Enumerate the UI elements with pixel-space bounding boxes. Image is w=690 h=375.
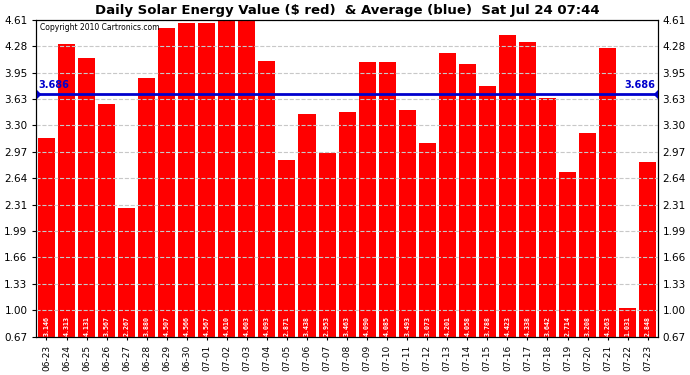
- Text: 3.686: 3.686: [39, 80, 69, 90]
- Bar: [98, 104, 115, 337]
- Bar: [579, 133, 596, 337]
- Text: 1.031: 1.031: [624, 316, 631, 336]
- Title: Daily Solar Energy Value ($ red)  & Average (blue)  Sat Jul 24 07:44: Daily Solar Energy Value ($ red) & Avera…: [95, 4, 600, 17]
- Text: 2.953: 2.953: [324, 316, 330, 336]
- Bar: [158, 28, 175, 337]
- Bar: [279, 160, 295, 337]
- Text: 4.090: 4.090: [364, 316, 370, 336]
- Bar: [379, 62, 395, 337]
- Text: 4.201: 4.201: [444, 316, 451, 336]
- Text: 4.603: 4.603: [244, 316, 250, 336]
- Bar: [299, 114, 315, 337]
- Text: 4.131: 4.131: [83, 316, 90, 336]
- Text: 3.208: 3.208: [584, 316, 591, 336]
- Text: 2.714: 2.714: [564, 316, 571, 336]
- Text: 2.267: 2.267: [124, 316, 130, 336]
- Bar: [399, 110, 415, 337]
- Text: 3.493: 3.493: [404, 316, 411, 336]
- Bar: [238, 20, 255, 337]
- Text: 3.642: 3.642: [544, 316, 551, 336]
- Bar: [519, 42, 536, 337]
- Text: 4.263: 4.263: [604, 316, 611, 336]
- Bar: [339, 112, 355, 337]
- Text: 3.073: 3.073: [424, 316, 431, 336]
- Bar: [619, 308, 636, 337]
- Bar: [639, 162, 656, 337]
- Text: 4.566: 4.566: [184, 316, 190, 336]
- Bar: [359, 62, 375, 337]
- Text: 3.146: 3.146: [43, 316, 50, 336]
- Text: 3.788: 3.788: [484, 316, 491, 336]
- Bar: [178, 23, 195, 337]
- Text: 2.871: 2.871: [284, 316, 290, 336]
- Text: Copyright 2010 Cartronics.com: Copyright 2010 Cartronics.com: [39, 23, 159, 32]
- Text: 3.686: 3.686: [625, 80, 655, 90]
- Text: 3.463: 3.463: [344, 316, 350, 336]
- Text: 4.610: 4.610: [224, 316, 230, 336]
- Bar: [38, 138, 55, 337]
- Bar: [58, 44, 75, 337]
- Text: 4.085: 4.085: [384, 316, 390, 336]
- Bar: [419, 144, 436, 337]
- Bar: [559, 172, 576, 337]
- Bar: [258, 62, 275, 337]
- Bar: [138, 78, 155, 337]
- Text: 3.880: 3.880: [144, 316, 150, 336]
- Bar: [319, 153, 335, 337]
- Text: 4.567: 4.567: [204, 316, 210, 336]
- Bar: [499, 35, 516, 337]
- Bar: [198, 23, 215, 337]
- Bar: [459, 64, 476, 337]
- Text: 2.848: 2.848: [644, 316, 651, 336]
- Text: 4.058: 4.058: [464, 316, 471, 336]
- Bar: [479, 86, 496, 337]
- Bar: [599, 48, 616, 337]
- Bar: [539, 98, 556, 337]
- Text: 3.438: 3.438: [304, 316, 310, 336]
- Bar: [439, 53, 456, 337]
- Text: 4.338: 4.338: [524, 316, 531, 336]
- Bar: [218, 20, 235, 337]
- Text: 3.567: 3.567: [104, 316, 110, 336]
- Text: 4.093: 4.093: [264, 316, 270, 336]
- Text: 4.423: 4.423: [504, 316, 511, 336]
- Bar: [78, 58, 95, 337]
- Text: 4.507: 4.507: [164, 316, 170, 336]
- Text: 4.313: 4.313: [63, 316, 70, 336]
- Bar: [118, 209, 135, 337]
